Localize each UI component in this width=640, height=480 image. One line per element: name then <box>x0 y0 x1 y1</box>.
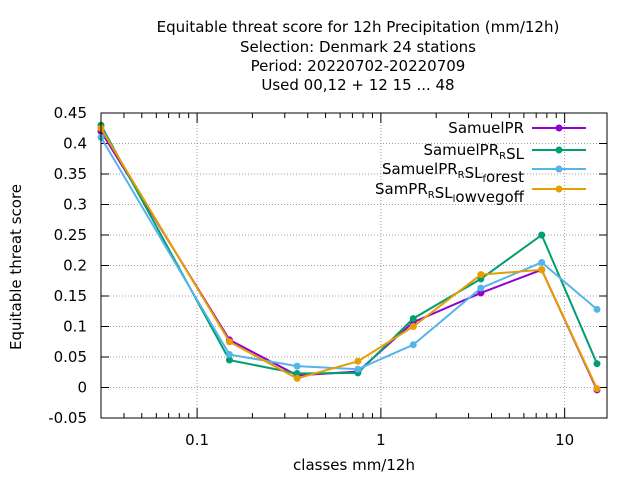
data-point <box>593 305 601 313</box>
y-tick-label: 0.15 <box>54 287 87 305</box>
data-point <box>354 357 362 365</box>
data-point <box>409 323 417 330</box>
data-point <box>409 341 417 349</box>
data-point <box>538 231 546 239</box>
legend-marker <box>555 165 563 173</box>
y-tick-labels: -0.05 0 0.05 0.1 0.15 0.2 0.25 0.3 0.35 0.4 0.45 <box>48 104 87 427</box>
plot-frame <box>100 112 608 419</box>
x-axis-label: classes mm/12h <box>293 456 415 474</box>
chart-title: Equitable threat score for 12h Precipita… <box>157 18 560 94</box>
legend-label: SamPRRSLlowvegoff <box>375 180 525 206</box>
y-tick-label: 0.25 <box>54 226 87 244</box>
series-line <box>100 127 598 390</box>
series-line <box>100 136 598 371</box>
legend-item: SamuelPRRSLforest <box>382 160 586 186</box>
axis-ticks <box>101 112 607 419</box>
y-tick-label: 0.4 <box>63 135 87 153</box>
series-lines <box>97 121 601 394</box>
data-point <box>477 284 485 292</box>
x-tick-label: 1 <box>376 431 386 449</box>
y-axis-label: Equitable threat score <box>7 184 25 350</box>
data-point <box>293 362 301 370</box>
data-point <box>477 271 485 279</box>
x-tick-labels: 0.1 1 10 <box>185 431 574 449</box>
legend-item: SamPRRSLlowvegoff <box>375 180 586 206</box>
data-point <box>354 365 362 373</box>
data-point <box>538 266 546 274</box>
data-point <box>538 258 546 266</box>
title-line-3: Period: 20220702-20220709 <box>251 57 466 75</box>
legend-item: SamuelPR <box>448 119 586 137</box>
legend-item: SamuelPRRSL <box>423 141 586 163</box>
title-line-1: Equitable threat score for 12h Precipita… <box>157 18 560 36</box>
title-line-2: Selection: Denmark 24 stations <box>240 38 476 56</box>
data-point <box>593 360 601 368</box>
grid <box>101 112 607 419</box>
y-tick-label: 0 <box>77 379 87 397</box>
data-point <box>293 369 301 377</box>
data-point <box>593 385 601 393</box>
data-point <box>477 289 485 297</box>
x-tick-label: 0.1 <box>185 431 209 449</box>
legend-label: SamuelPRRSL <box>423 141 524 163</box>
y-tick-label: -0.05 <box>48 409 87 427</box>
legend-marker <box>555 146 563 154</box>
y-tick-label: 0.3 <box>63 196 87 214</box>
y-tick-label: 0.45 <box>54 104 87 122</box>
legend-marker <box>555 124 563 132</box>
legend-marker <box>555 185 563 193</box>
legend-label: SamuelPRRSLforest <box>382 160 524 186</box>
y-tick-label: 0.2 <box>63 257 87 275</box>
y-tick-label: 0.1 <box>63 318 87 336</box>
data-point <box>225 351 233 359</box>
legend: SamuelPR SamuelPRRSLSamuelPRRSLforestSamP… <box>375 119 586 206</box>
data-point <box>225 356 233 364</box>
x-tick-label: 10 <box>555 431 574 449</box>
data-point <box>409 315 417 323</box>
title-line-4: Used 00,12 + 12 15 ... 48 <box>261 76 454 94</box>
y-tick-label: 0.35 <box>54 165 87 183</box>
series-line <box>100 124 598 375</box>
y-tick-label: 0.05 <box>54 348 87 366</box>
data-point <box>293 374 301 382</box>
series-SamuelPR_RSL_forest <box>97 133 601 373</box>
legend-label: SamuelPR <box>448 119 524 137</box>
data-point <box>225 338 233 346</box>
